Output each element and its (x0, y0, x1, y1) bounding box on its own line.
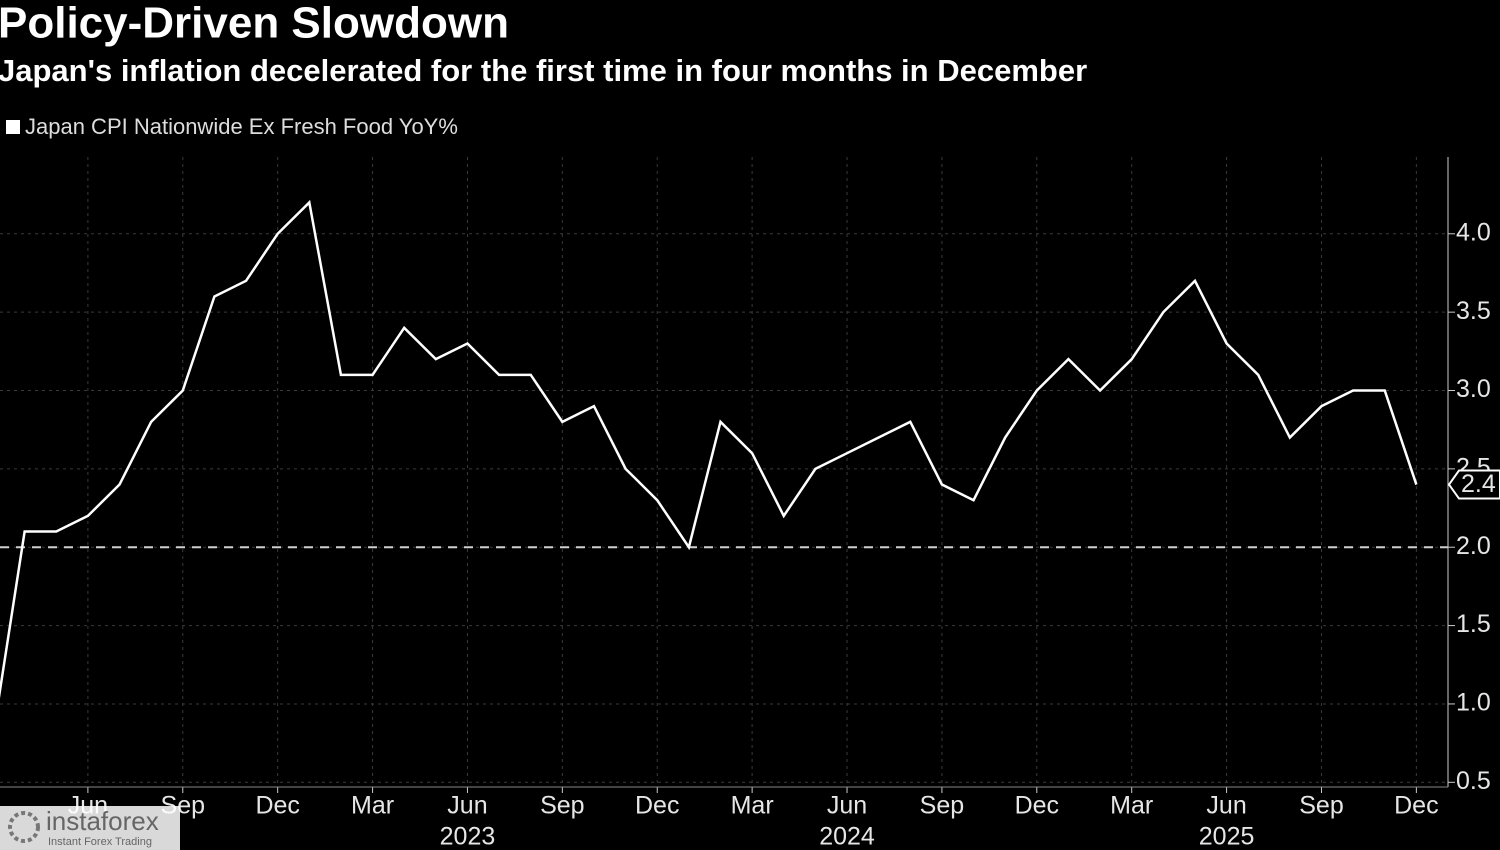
x-tick-label: Sep (920, 792, 964, 820)
x-tick-label: Jun (1206, 792, 1246, 820)
y-tick-label: 4.0 (1456, 218, 1491, 246)
y-tick-label: 1.0 (1456, 689, 1491, 717)
year-label: 2023 (440, 823, 496, 850)
x-tick-label: Dec (1015, 792, 1059, 820)
x-tick-label: Jun (447, 792, 487, 820)
x-tick-label: Dec (255, 792, 299, 820)
x-tick-label: Mar (731, 792, 774, 820)
y-tick-label: 0.5 (1456, 767, 1491, 795)
x-tick-label: Dec (635, 792, 679, 820)
watermark-tagline: Instant Forex Trading (48, 836, 152, 848)
y-tick-label: 2.0 (1456, 532, 1491, 560)
x-tick-label: Jun (827, 792, 867, 820)
watermark-brand: instaforex (46, 806, 159, 836)
y-tick-label: 1.5 (1456, 610, 1491, 638)
year-label: 2024 (819, 823, 875, 850)
x-tick-label: Mar (1110, 792, 1153, 820)
year-label: 2025 (1199, 823, 1255, 850)
x-tick-label: Sep (1299, 792, 1343, 820)
last-value-box (1447, 469, 1500, 500)
last-value-label: 2.4 (1461, 470, 1496, 498)
watermark-logo (8, 811, 40, 843)
legend-label: Japan CPI Nationwide Ex Fresh Food YoY% (25, 114, 458, 139)
chart-subtitle: Japan's inflation decelerated for the fi… (0, 53, 1087, 88)
x-tick-label: Mar (351, 792, 394, 820)
legend-swatch (6, 120, 20, 134)
x-tick-label: Dec (1394, 792, 1438, 820)
x-tick-label: Sep (540, 792, 584, 820)
y-tick-label: 3.0 (1456, 375, 1491, 403)
chart-title: Policy-Driven Slowdown (0, 0, 509, 48)
data-line (0, 199, 1418, 699)
y-tick-label: 3.5 (1456, 297, 1491, 325)
